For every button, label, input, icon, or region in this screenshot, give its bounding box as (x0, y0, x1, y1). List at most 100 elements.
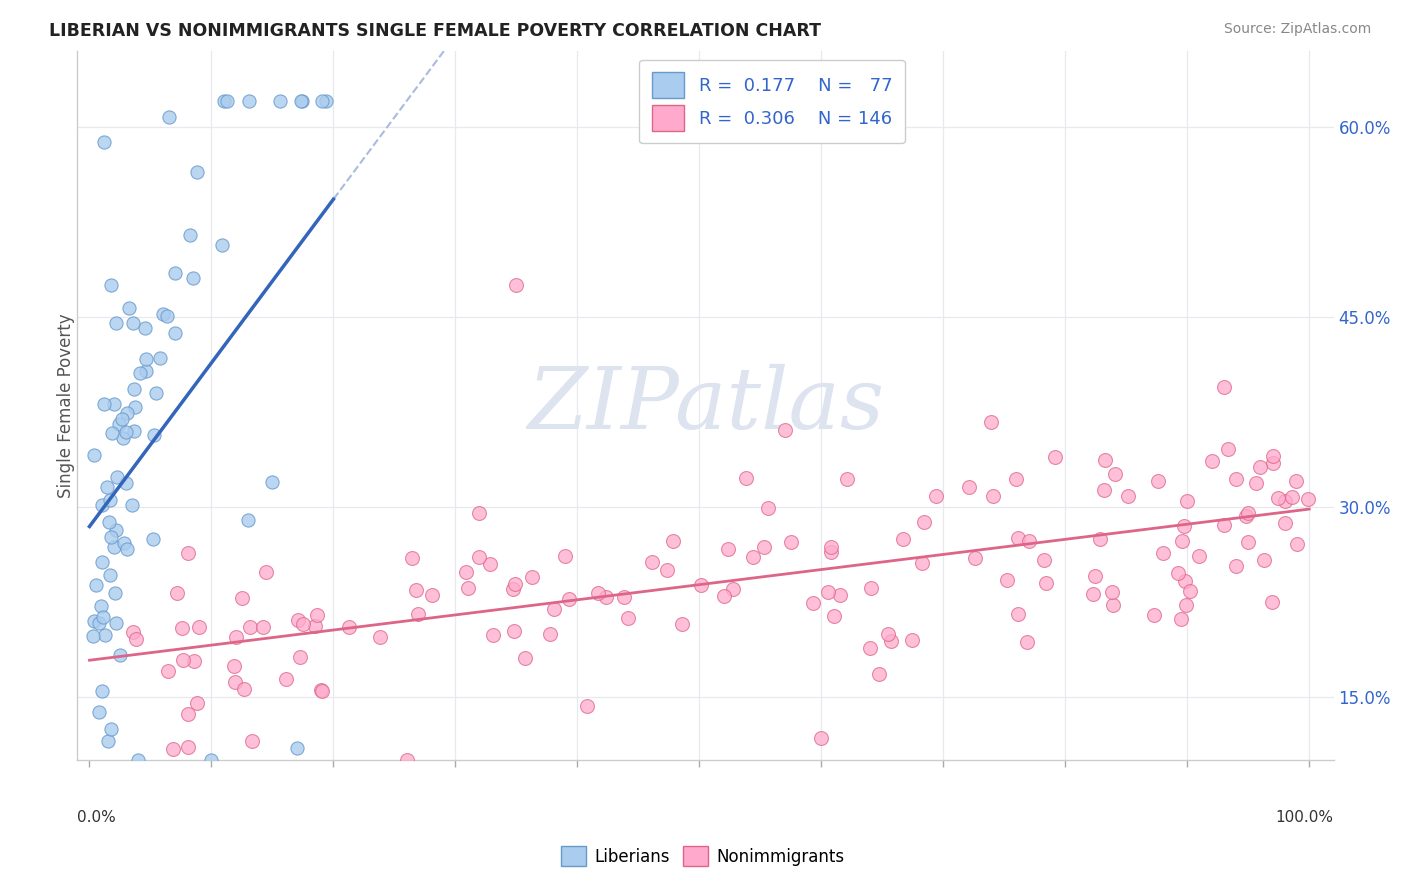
Point (200, 753, 222, 767)
Point (179, 227, 201, 242)
Point (830, 588, 852, 602)
Point (965, 551, 987, 566)
Point (912, 515, 935, 529)
Point (1234, 509, 1257, 524)
Point (100, 278, 122, 293)
Point (115, 406, 138, 420)
Point (145, 386, 167, 401)
Point (224, 675, 246, 690)
Point (121, 498, 143, 512)
Point (240, 734, 263, 748)
Point (89, 705, 111, 719)
Point (125, 632, 148, 646)
Point (482, 628, 505, 642)
Point (538, 627, 561, 641)
Point (723, 582, 745, 596)
Point (868, 666, 890, 681)
Point (1084, 569, 1107, 583)
Point (1267, 491, 1289, 506)
Point (1261, 449, 1284, 463)
Legend: R =  0.177    N =   77, R =  0.306    N = 146: R = 0.177 N = 77, R = 0.306 N = 146 (640, 60, 905, 144)
Point (90, 555, 112, 569)
Point (880, 634, 903, 648)
Point (122, 424, 145, 438)
Point (1143, 607, 1166, 622)
Point (274, 672, 297, 686)
Point (1102, 598, 1125, 612)
Point (84, 578, 107, 592)
Point (1188, 549, 1211, 563)
Point (1088, 533, 1111, 547)
Point (105, 316, 128, 330)
Point (112, 536, 135, 550)
Point (256, 566, 278, 580)
Point (114, 476, 136, 491)
Text: Source: ZipAtlas.com: Source: ZipAtlas.com (1223, 22, 1371, 37)
Point (269, 95, 291, 109)
Point (103, 397, 125, 411)
Point (742, 549, 765, 564)
Point (115, 541, 138, 556)
Point (401, 550, 423, 565)
Point (177, 706, 200, 721)
Point (1146, 474, 1168, 488)
Text: LIBERIAN VS NONIMMIGRANTS SINGLE FEMALE POVERTY CORRELATION CHART: LIBERIAN VS NONIMMIGRANTS SINGLE FEMALE … (49, 22, 821, 40)
Point (823, 609, 845, 624)
Point (368, 631, 391, 645)
Point (252, 619, 274, 633)
Point (467, 506, 489, 520)
Point (1261, 456, 1284, 470)
Point (713, 590, 735, 604)
Point (457, 581, 479, 595)
Point (1212, 379, 1234, 393)
Point (215, 95, 238, 109)
Point (1274, 493, 1296, 508)
Point (1261, 595, 1284, 609)
Point (290, 95, 312, 109)
Point (239, 619, 262, 633)
Point (1173, 519, 1195, 533)
Point (90, 599, 112, 613)
Point (820, 544, 842, 558)
Point (756, 501, 779, 516)
Point (456, 566, 478, 580)
Point (1253, 553, 1275, 567)
Point (93, 628, 115, 642)
Point (305, 608, 328, 623)
Point (1094, 453, 1116, 467)
Point (91, 609, 114, 624)
Point (83, 448, 105, 462)
Point (1174, 574, 1197, 589)
Point (122, 317, 145, 331)
Point (690, 578, 713, 592)
Point (291, 617, 314, 632)
Point (859, 581, 882, 595)
Point (104, 586, 127, 600)
Point (505, 278, 527, 293)
Point (134, 320, 156, 334)
Point (405, 582, 427, 597)
Point (1174, 599, 1197, 613)
Point (135, 364, 157, 378)
Point (801, 596, 824, 610)
Point (96, 480, 118, 494)
Point (1167, 566, 1189, 580)
Point (285, 740, 308, 755)
Y-axis label: Single Female Poverty: Single Female Poverty (58, 313, 75, 498)
Point (1274, 516, 1296, 530)
Point (817, 585, 839, 599)
Point (406, 607, 429, 621)
Point (1116, 489, 1139, 503)
Point (122, 382, 145, 396)
Point (1152, 546, 1174, 560)
Point (177, 740, 200, 755)
Point (877, 626, 900, 640)
Legend: Liberians, Nonimmigrants: Liberians, Nonimmigrants (553, 838, 853, 875)
Point (287, 613, 309, 627)
Point (1175, 494, 1198, 508)
Point (98, 492, 121, 507)
Point (143, 428, 166, 442)
Point (468, 549, 491, 564)
Point (1004, 472, 1026, 486)
Point (162, 742, 184, 756)
